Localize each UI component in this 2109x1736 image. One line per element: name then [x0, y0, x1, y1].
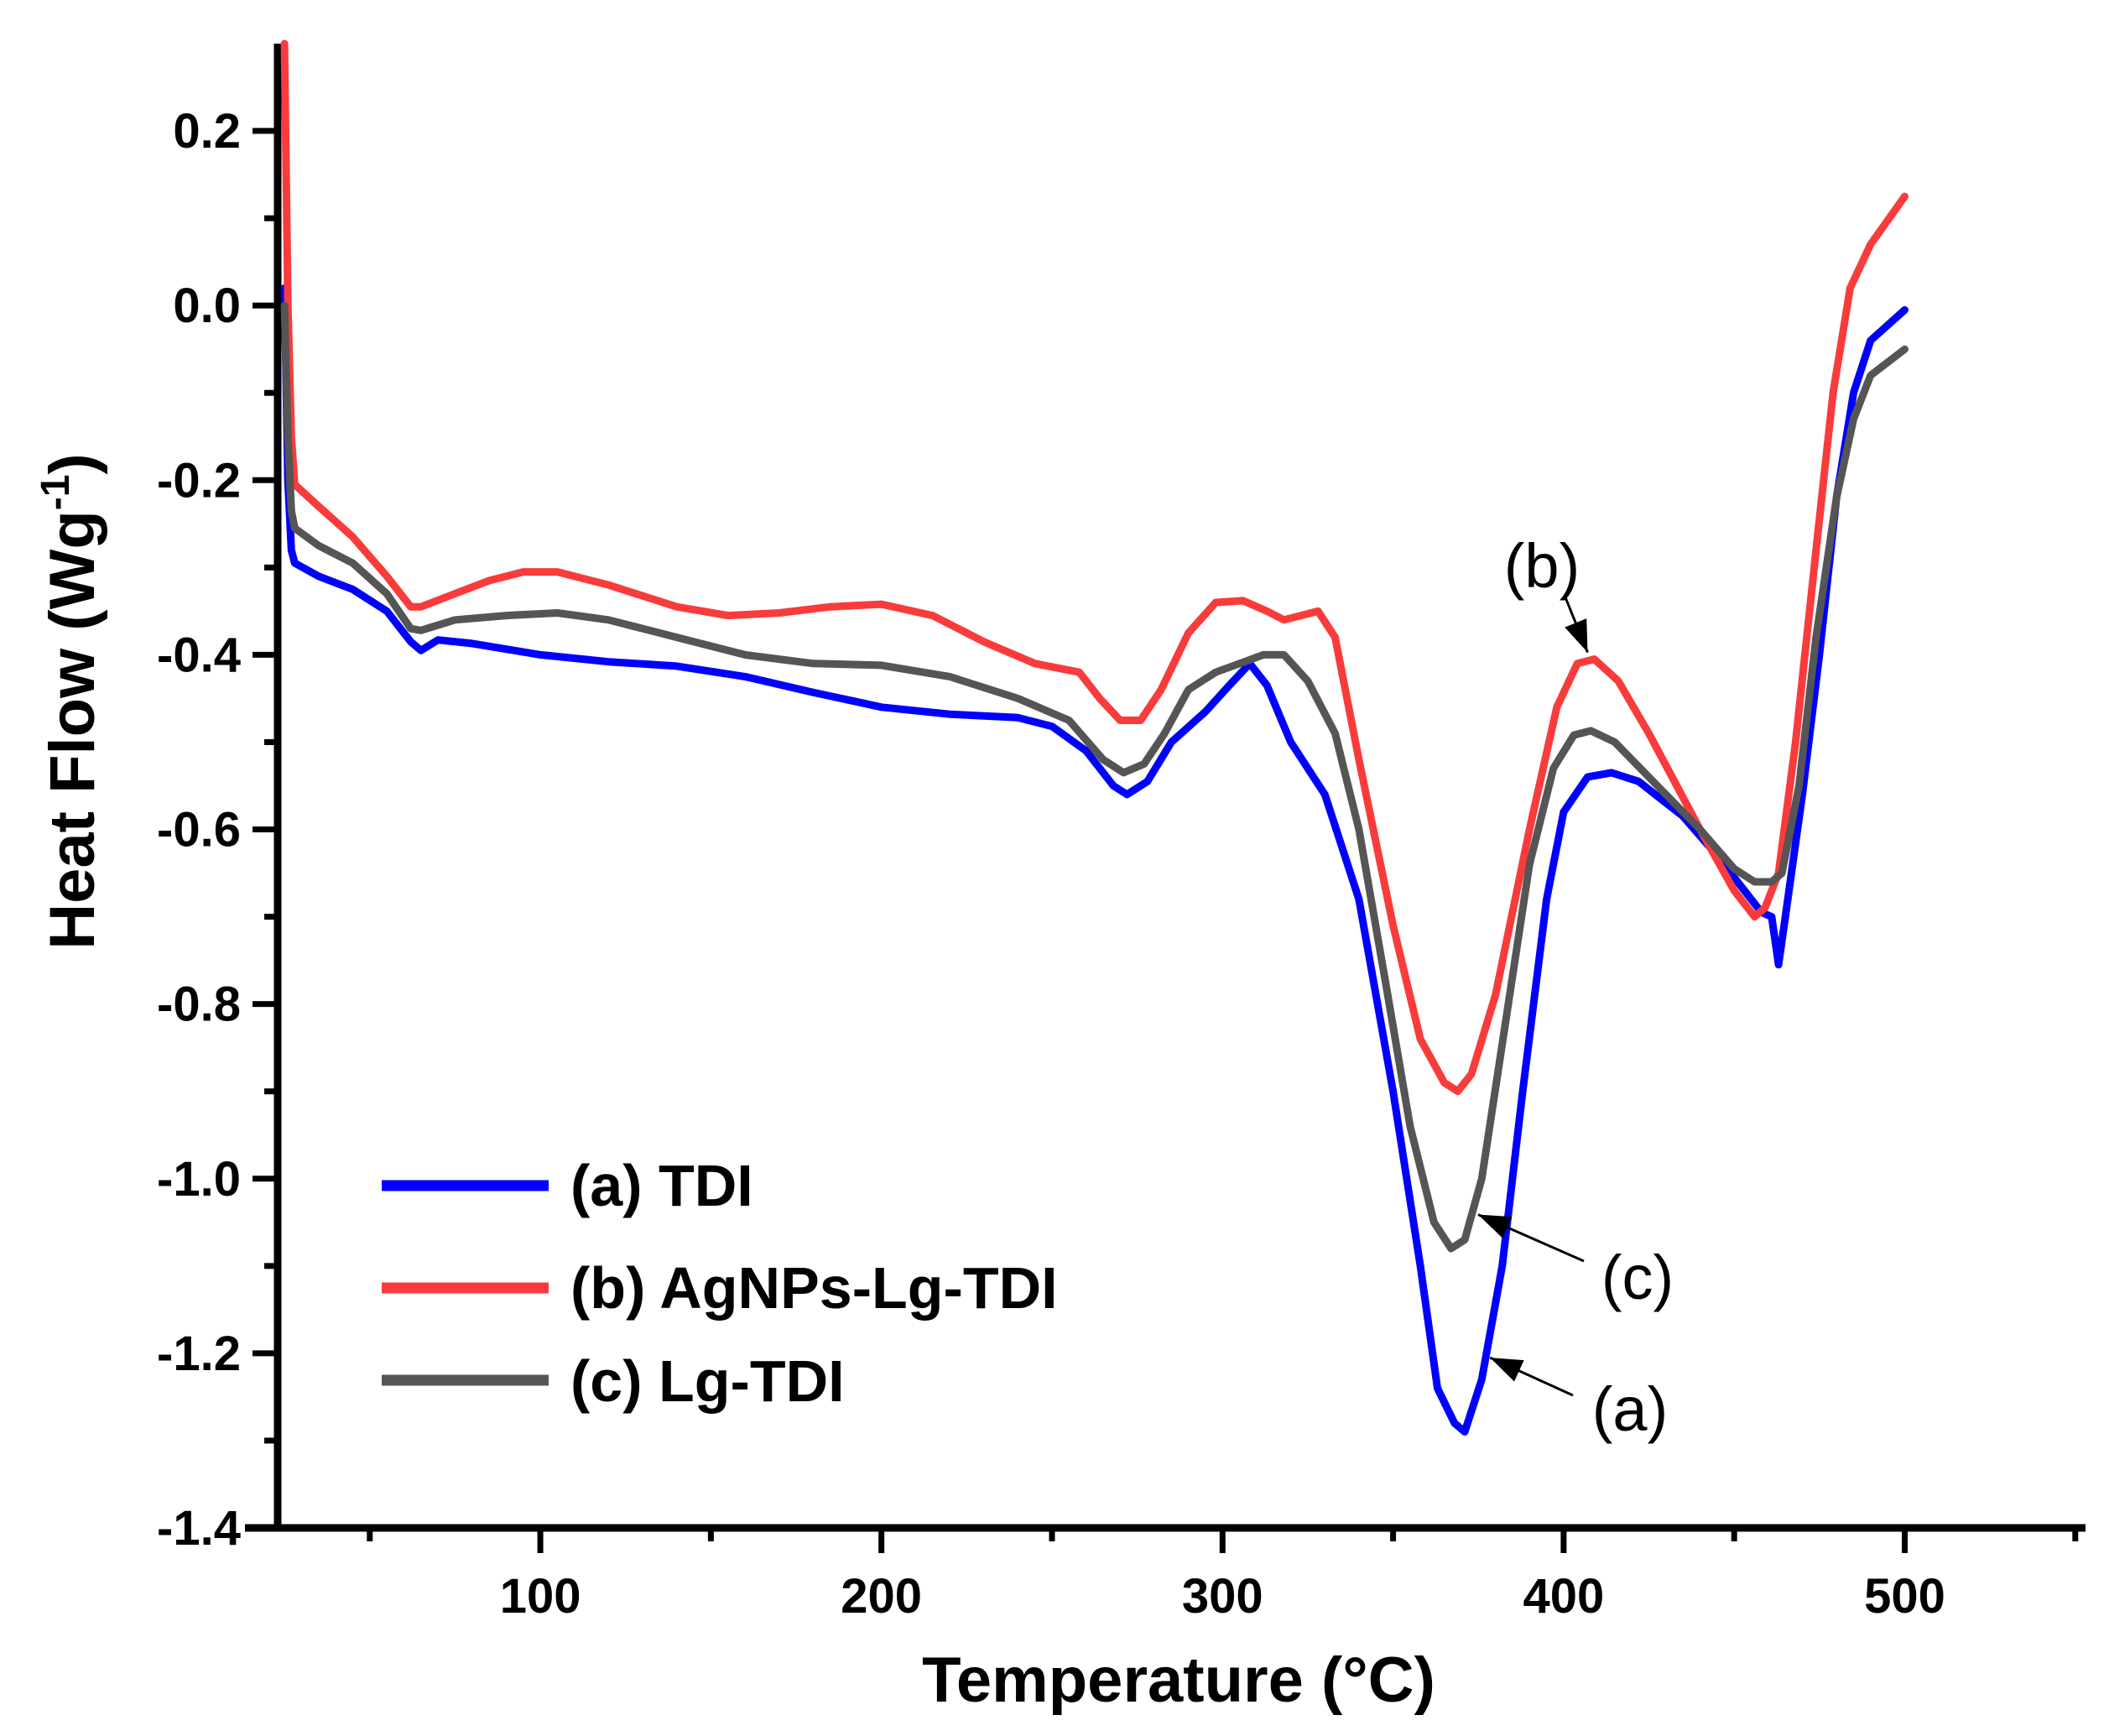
legend-label-lg-tdi: (c) Lg-TDI [570, 1348, 845, 1414]
y-tick-label: -1.0 [157, 1152, 241, 1207]
y-tick-label: 0.0 [173, 279, 241, 333]
series-line-0 [280, 284, 1909, 1436]
series-layer [280, 39, 1909, 1436]
annotation-label: (b) [1504, 531, 1580, 601]
annotation-label: (a) [1592, 1374, 1668, 1444]
x-tick-label: 200 [841, 1569, 922, 1624]
annotation: (a) [1489, 1356, 1668, 1444]
annotation-label: (c) [1601, 1243, 1674, 1312]
x-tick-label: 500 [1864, 1569, 1945, 1624]
y-axis-title-superscript: -1 [34, 475, 78, 511]
y-axis-group: 0.2 0.0 -0.2 -0.4 -0.6 -0.8 -1.0 -1.2 -1.4 [157, 44, 282, 1556]
y-tick-label: -0.2 [157, 453, 241, 508]
x-axis-group: 100 200 300 400 500 [245, 1524, 2086, 1624]
y-axis-title-close: ) [37, 453, 108, 474]
legend: (a) TDI (b) AgNPs-Lg-TDI (c) Lg-TDI [382, 1153, 1058, 1414]
annotation-layer: (b) (c) (a) [1477, 531, 1674, 1444]
annotation-arrowhead [1490, 1358, 1524, 1382]
legend-item: (c) Lg-TDI [382, 1348, 845, 1414]
y-tick-label: -1.4 [157, 1501, 241, 1556]
x-axis-title: Temperature (°C) [922, 1645, 1435, 1716]
series-line-2 [280, 301, 1909, 1253]
legend-item: (b) AgNPs-Lg-TDI [382, 1255, 1058, 1321]
y-tick-label: -1.2 [157, 1327, 241, 1381]
annotation-arrowhead [1478, 1214, 1513, 1238]
y-tick-label: 0.2 [173, 104, 241, 159]
legend-label-tdi: (a) TDI [570, 1153, 753, 1218]
x-tick-label: 300 [1182, 1569, 1263, 1624]
annotation: (c) [1477, 1213, 1674, 1312]
x-tick-label: 400 [1523, 1569, 1605, 1624]
y-tick-label: -0.8 [157, 977, 241, 1032]
x-tick-label: 100 [500, 1569, 581, 1624]
y-axis-title-main: Heat Flow (Wg [37, 510, 108, 950]
annotation-arrowhead [1565, 618, 1588, 653]
legend-item: (a) TDI [382, 1153, 753, 1218]
y-axis-title: Heat Flow (Wg-1) [34, 453, 108, 950]
y-tick-label: -0.4 [157, 628, 241, 682]
series-line-1 [280, 39, 1909, 1096]
legend-label-agnps-lg-tdi: (b) AgNPs-Lg-TDI [570, 1255, 1058, 1321]
annotation: (b) [1504, 531, 1589, 654]
y-tick-label: -0.6 [157, 803, 241, 858]
